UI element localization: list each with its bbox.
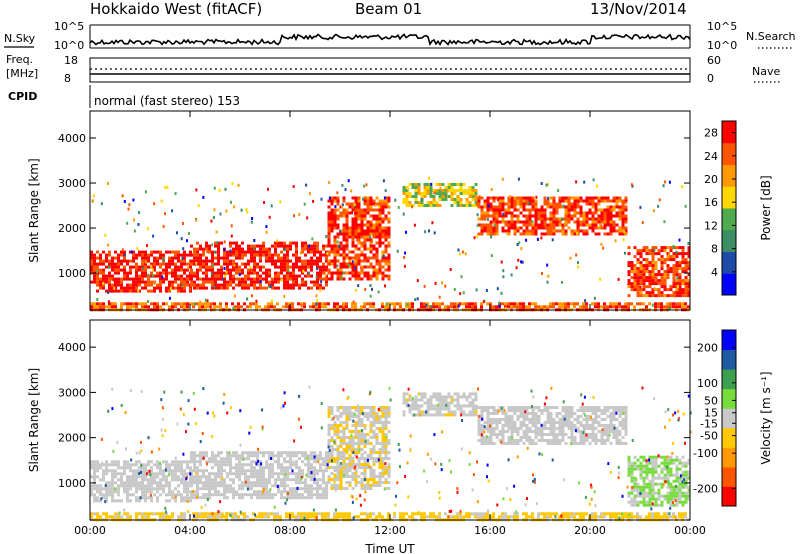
- colorbar-swatch: [722, 447, 736, 468]
- colorbar-swatch: [722, 273, 736, 296]
- colorbar-swatch: [722, 142, 736, 165]
- x-tick-label: 08:00: [274, 524, 306, 537]
- x-tick-label: 16:00: [474, 524, 506, 537]
- colorbar-label: Velocity [m s⁻¹]: [759, 371, 773, 464]
- colorbar-tick-label: 4: [711, 266, 718, 279]
- freq-label-line2: [MHz]: [6, 67, 38, 80]
- colorbar-swatch: [722, 164, 736, 187]
- x-axis-label: Time UT: [364, 542, 415, 554]
- y-tick-label: 1000: [58, 267, 86, 280]
- colorbar-swatch: [722, 388, 736, 409]
- nave-tick-low: 0: [707, 72, 714, 85]
- colorbar: 4 8 12 16 20 24 28 Power [dB]: [704, 120, 773, 296]
- date-label: 13/Nov/2014: [590, 0, 687, 18]
- y-axis-label: Slant Range [km]: [27, 158, 41, 262]
- colorbar-swatch: [722, 121, 736, 144]
- chart-panel-1: 1000 2000 3000 4000 Slant Range [km] 4 8 12 16 20…: [27, 110, 773, 312]
- nsky-label: N.Sky: [4, 32, 36, 45]
- nsearch-tick-high: 10^5: [707, 20, 737, 33]
- colorbar-frame: [721, 120, 737, 296]
- colorbar-swatch: [722, 408, 736, 429]
- colorbar-tick-label: 16: [704, 196, 718, 209]
- data-cells: [90, 385, 692, 522]
- colorbar-tick-label: 50: [704, 394, 718, 407]
- colorbar-swatch: [722, 349, 736, 370]
- colorbar-tick-label: -100: [693, 447, 718, 460]
- y-tick-label: 2000: [58, 432, 86, 445]
- noise-panel: N.Sky 10^5 10^0 10^5 10^0 N.Search: [4, 20, 796, 52]
- colorbar-swatch: [722, 208, 736, 231]
- x-tick-label: 20:00: [574, 524, 606, 537]
- colorbar-swatch: [722, 229, 736, 252]
- nsky-tick-low: 10^0: [54, 39, 84, 52]
- colorbar-label: Power [dB]: [759, 175, 773, 240]
- cpid-panel: CPID normal (fast stereo) 153: [8, 85, 240, 108]
- colorbar-swatch: [722, 330, 736, 351]
- colorbar-tick-label: 15: [704, 407, 718, 420]
- y-tick-label: 4000: [58, 132, 86, 145]
- colorbar-swatch: [722, 427, 736, 448]
- x-tick-label: 04:00: [174, 524, 206, 537]
- colorbar-tick-label: -15: [700, 417, 718, 430]
- nsky-tick-high: 10^5: [54, 20, 84, 33]
- nsearch-tick-low: 10^0: [707, 39, 737, 52]
- colorbar-tick-label: 100: [697, 377, 718, 390]
- nave-label: Nave: [752, 65, 780, 78]
- colorbar-swatch: [722, 251, 736, 274]
- data-cells: [90, 176, 691, 312]
- beam-label: Beam 01: [355, 0, 422, 18]
- colorbar-tick-label: 24: [704, 150, 718, 163]
- station-title: Hokkaido West (fitACF): [90, 0, 262, 18]
- colorbar-tick-label: -50: [700, 430, 718, 443]
- y-tick-label: 3000: [58, 386, 86, 399]
- chart-panel-2: 1000 2000 3000 4000 00:00 04:00 08:00 12:00 16:0…: [27, 319, 773, 537]
- y-tick-label: 1000: [58, 477, 86, 490]
- nsearch-label: N.Search: [746, 30, 796, 43]
- colorbar-tick-label: 8: [711, 243, 718, 256]
- colorbar-tick-label: 200: [697, 342, 718, 355]
- colorbar-frame: [721, 329, 737, 507]
- x-tick-label: 00:00: [74, 524, 106, 537]
- colorbar-swatch: [722, 466, 736, 487]
- x-tick-label: 12:00: [374, 524, 406, 537]
- freq-tick-low: 8: [64, 72, 71, 85]
- y-tick-label: 2000: [58, 222, 86, 235]
- y-axis-label: Slant Range [km]: [27, 368, 41, 472]
- cpid-text: normal (fast stereo) 153: [94, 94, 240, 108]
- colorbar-swatch: [722, 186, 736, 209]
- freq-label-line1: Freq.: [6, 53, 33, 66]
- colorbar-swatch: [722, 369, 736, 390]
- freq-tick-high: 18: [64, 54, 78, 67]
- colorbar-swatch: [722, 486, 736, 507]
- y-tick-label: 4000: [58, 341, 86, 354]
- y-tick-label: 3000: [58, 177, 86, 190]
- nave-tick-high: 60: [707, 54, 721, 67]
- colorbar-tick-label: 12: [704, 219, 718, 232]
- colorbar-tick-label: 20: [704, 173, 718, 186]
- x-tick-label: 00:00: [674, 524, 706, 537]
- freq-panel: Freq. [MHz] 18 8 60 0 Nave: [6, 53, 782, 85]
- cpid-label: CPID: [8, 90, 37, 103]
- colorbar-tick-label: 28: [704, 127, 718, 140]
- noise-trace: [89, 33, 691, 46]
- colorbar-tick-label: -200: [693, 482, 718, 495]
